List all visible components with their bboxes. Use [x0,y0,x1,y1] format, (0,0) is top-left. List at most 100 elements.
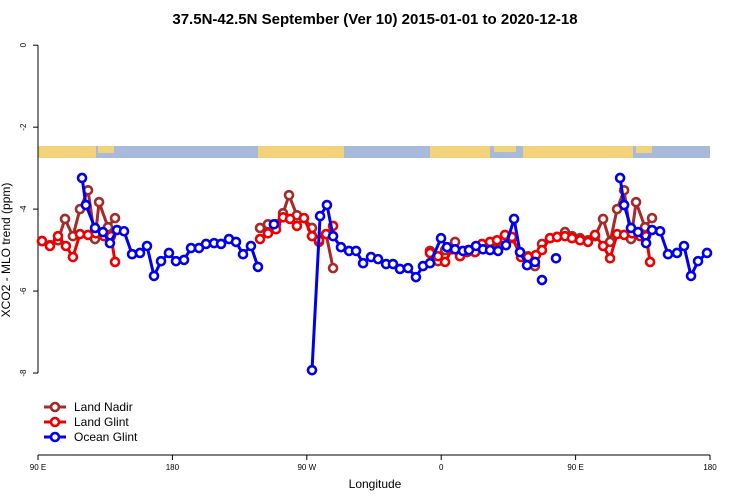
data-point [321,199,333,211]
data-point [597,240,609,252]
legend-marker [49,401,61,413]
data-point [141,240,153,252]
data-point [314,210,326,222]
data-point [60,240,72,252]
data-point [44,240,56,252]
data-point [97,226,109,238]
data-point [402,262,414,274]
data-point [597,213,609,225]
data-point [372,253,384,265]
data-point [262,227,274,239]
y-tick-label: -4 [19,205,28,213]
data-point [491,234,503,246]
data-point [514,246,526,258]
data-point [618,199,630,211]
data-point [550,252,562,264]
data-point [74,228,86,240]
x-tick-label: 90 E [567,463,583,472]
data-point [327,262,339,274]
data-point [589,229,601,241]
data-point [327,230,339,242]
data-point [254,222,266,234]
x-tick-label: 0 [439,463,444,472]
data-point [268,218,280,230]
x-tick-label: 180 [166,463,180,472]
data-point [644,256,656,268]
data-point [59,213,71,225]
data-point [701,247,713,259]
data-point [215,238,227,250]
data-point [134,247,146,259]
data-point [604,252,616,264]
data-point [582,236,594,248]
data-point [614,172,626,184]
data-point [441,241,453,253]
data-point [646,224,658,236]
legend-marker [49,416,61,428]
data-point [67,251,79,263]
data-point [163,247,175,259]
data-point [536,244,548,256]
legend-label: Land Glint [74,415,129,429]
data-point [291,220,303,232]
data-point [439,256,451,268]
data-point [671,247,683,259]
data-point [237,248,249,260]
data-point [155,255,167,267]
data-point [410,271,422,283]
data-point [254,233,266,245]
data-point [109,212,121,224]
y-tick-label: -2 [19,123,28,131]
data-point [435,232,447,244]
data-point [500,239,512,251]
data-point [335,241,347,253]
data-point [632,226,644,238]
data-point [52,230,64,242]
data-point [685,270,697,282]
data-point [245,240,257,252]
data-point [230,236,242,248]
data-point [170,255,182,267]
data-point [93,196,105,208]
x-tick-label: 90 W [297,463,316,472]
data-point [692,255,704,267]
y-axis-label: XCO2 - MLO trend (ppm) [0,183,13,318]
data-point [80,199,92,211]
data-point [662,248,674,260]
y-tick-label: -6 [19,287,28,295]
y-tick-label: -8 [19,369,28,377]
data-point [178,254,190,266]
legend-label: Ocean Glint [74,430,138,444]
data-point [109,256,121,268]
legend-item: Land Nadir [44,400,133,414]
data-point [424,257,436,269]
x-tick-label: 90 E [30,463,46,472]
legend-item: Ocean Glint [44,430,138,444]
data-point [252,261,264,273]
legend-marker [49,431,61,443]
data-point [678,240,690,252]
data-point [640,237,652,249]
data-point [284,213,296,225]
data-point [630,196,642,208]
data-point [536,274,548,286]
data-point [566,232,578,244]
data-point [89,222,101,234]
data-point [104,237,116,249]
data-point [508,213,520,225]
x-tick-label: 180 [703,463,717,472]
data-point [492,245,504,257]
y-tick-label: 0 [19,42,28,47]
legend-item: Land Glint [44,415,129,429]
data-point [298,212,310,224]
data-point [36,235,48,247]
data-point [646,212,658,224]
data-point [283,189,295,201]
data-point [200,238,212,250]
chart-title: 37.5N-42.5N September (Ver 10) 2015-01-0… [172,11,577,28]
data-point [654,225,666,237]
data-point [350,245,362,257]
data-point [118,225,130,237]
x-axis-label: Longitude [349,477,402,491]
